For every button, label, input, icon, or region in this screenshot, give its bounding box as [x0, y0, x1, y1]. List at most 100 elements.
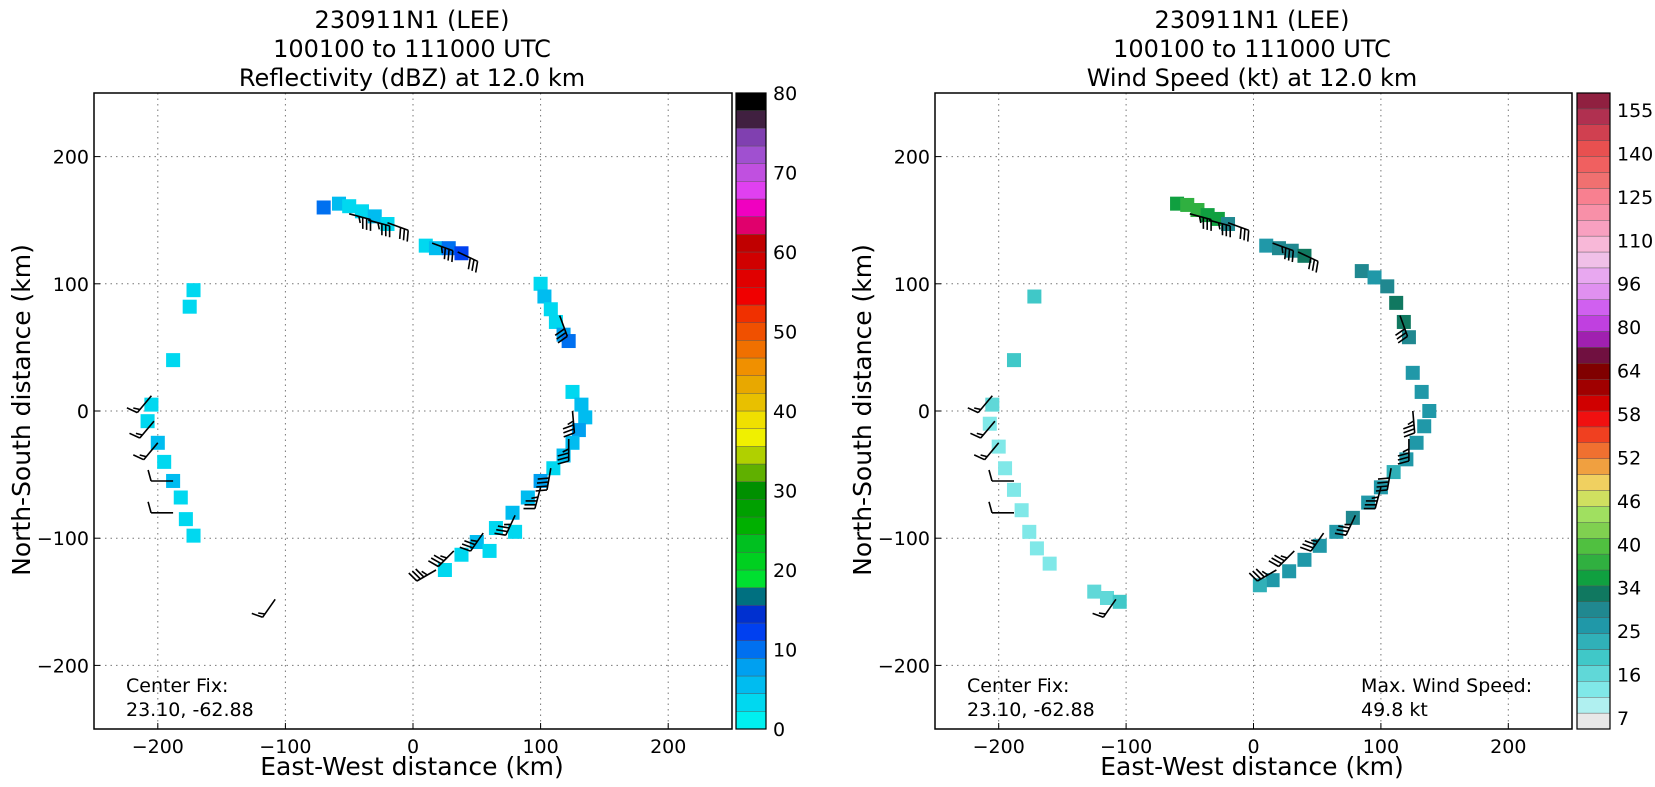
x-tick-label: −200 [973, 736, 1025, 758]
colorbar-swatch [735, 92, 767, 111]
colorbar-swatch [1576, 172, 1611, 189]
colorbar-swatch [1576, 426, 1611, 443]
data-cell [1386, 465, 1401, 480]
colorbar-swatch [1576, 267, 1611, 284]
right-plot-frame [934, 92, 1573, 730]
colorbar-tick-label: 7 [1617, 708, 1629, 730]
colorbar-swatch [735, 163, 767, 182]
right-center-fix-label: Center Fix: [967, 675, 1069, 697]
data-cell [985, 397, 1000, 412]
colorbar-tick-label: 50 [773, 322, 797, 344]
data-cell [578, 410, 593, 425]
wind-barb [431, 242, 454, 263]
wind-barb [988, 501, 1014, 514]
y-tick-label: −100 [37, 528, 89, 550]
wind-barb [428, 550, 455, 568]
colorbar-swatch [1576, 697, 1611, 714]
data-cell [533, 276, 548, 291]
colorbar-swatch [1576, 474, 1611, 491]
colorbar-swatch [1576, 251, 1611, 269]
colorbar-swatch [735, 110, 767, 129]
wind-barb [251, 598, 276, 619]
colorbar-swatch [1576, 681, 1611, 698]
colorbar-frame [1576, 92, 1611, 730]
wind-barb [494, 514, 516, 536]
colorbar-swatch [1576, 506, 1611, 523]
data-cell [342, 199, 357, 214]
colorbar-swatch [1576, 410, 1611, 428]
colorbar-swatch [735, 269, 767, 288]
data-cell [454, 547, 469, 562]
colorbar-tick-label: 110 [1617, 230, 1653, 252]
data-cell [1405, 365, 1420, 380]
colorbar-tick-label: 46 [1617, 491, 1641, 513]
colorbar-tick-label: 20 [773, 560, 797, 582]
colorbar-swatch [1576, 283, 1611, 300]
colorbar-tick-label: 34 [1617, 578, 1641, 600]
colorbar-swatch [735, 357, 767, 376]
colorbar-swatch [735, 622, 767, 641]
wind-barb [147, 469, 174, 482]
wind-barb [1395, 315, 1409, 344]
wind-barb [1248, 568, 1277, 582]
wind-barb [387, 221, 409, 242]
data-cell [571, 423, 586, 438]
right-max-wind-value: 49.8 kt [1361, 699, 1428, 721]
data-cell [488, 521, 503, 536]
x-tick-label: 200 [650, 736, 686, 758]
colorbar-swatch [735, 128, 767, 147]
data-cell [1087, 584, 1102, 599]
left-center-fix-label: Center Fix: [126, 675, 228, 697]
data-cell [482, 543, 497, 558]
data-cell [565, 384, 580, 399]
data-cell [316, 200, 331, 215]
left-title-line-1: 230911N1 (LEE) [315, 6, 510, 34]
wind-barb [126, 395, 153, 414]
wind-barb [348, 213, 372, 231]
x-tick-label: 200 [1490, 736, 1526, 758]
x-tick-label: 0 [407, 736, 419, 758]
wind-barb [967, 395, 993, 414]
x-tick-label: 0 [1247, 736, 1259, 758]
data-cell [561, 334, 576, 349]
y-tick-label: 200 [894, 147, 930, 169]
colorbar-tick-label: 125 [1617, 187, 1653, 209]
y-tick-label: 100 [53, 274, 89, 296]
colorbar-swatch [735, 516, 767, 535]
colorbar-swatch [1576, 538, 1611, 555]
colorbar-swatch [1576, 219, 1611, 237]
wind-barb [132, 442, 159, 461]
data-cell [1014, 503, 1029, 518]
wind-barb [523, 487, 542, 510]
colorbar-swatch [735, 552, 767, 571]
colorbar-swatch [1576, 315, 1611, 332]
wind-barb [562, 410, 576, 438]
colorbar-swatch [735, 534, 767, 553]
wind-barb [459, 532, 484, 552]
wind-barb [1403, 410, 1416, 438]
colorbar-swatch [735, 587, 767, 606]
colorbar-swatch [735, 375, 767, 394]
data-cell [1282, 564, 1297, 579]
data-cell [991, 439, 1006, 454]
data-cell [1401, 330, 1416, 345]
data-cell [1409, 435, 1424, 450]
colorbar-tick-label: 40 [1617, 534, 1641, 556]
data-cell [437, 563, 452, 577]
colorbar-swatch [1576, 458, 1611, 475]
data-cell [186, 528, 201, 543]
colorbar-swatch [1576, 585, 1611, 603]
colorbar-swatch [1576, 522, 1611, 539]
colorbar-swatch [735, 181, 767, 200]
wind-speed-colorbar: 155 140 125 110 96 80 64 58 52 46 40 34 25 16 7 [1576, 92, 1653, 730]
y-tick-label: 200 [53, 147, 89, 169]
right-center-fix-value: 23.10, -62.88 [967, 699, 1095, 721]
colorbar-swatch [735, 304, 767, 323]
colorbar-swatch [1576, 633, 1611, 650]
colorbar-tick-label: 25 [1617, 621, 1641, 643]
colorbar-swatch [735, 340, 767, 359]
colorbar-swatch [1576, 617, 1611, 634]
colorbar-tick-label: 10 [773, 640, 797, 662]
colorbar-tick-label: 30 [773, 481, 797, 503]
colorbar-tick-label: 80 [1617, 317, 1641, 339]
